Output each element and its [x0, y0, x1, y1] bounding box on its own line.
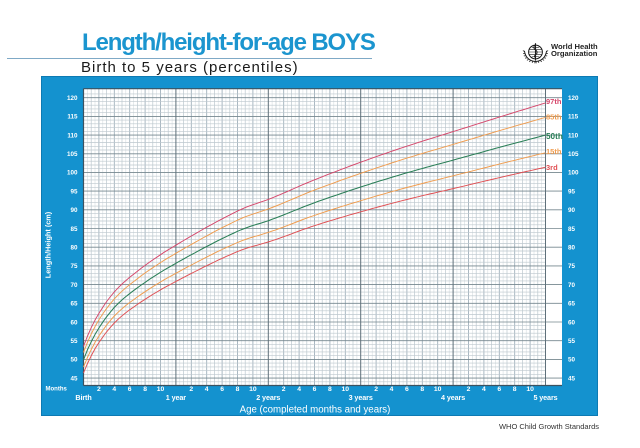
svg-text:70: 70	[568, 282, 576, 289]
svg-text:75: 75	[568, 263, 576, 270]
svg-text:8: 8	[328, 386, 332, 393]
svg-text:50: 50	[70, 357, 78, 364]
svg-text:3 years: 3 years	[349, 393, 373, 402]
svg-text:Length/Height (cm): Length/Height (cm)	[44, 211, 53, 278]
svg-text:10: 10	[342, 386, 350, 393]
svg-text:55: 55	[70, 338, 78, 345]
svg-text:90: 90	[568, 207, 576, 214]
svg-text:90: 90	[70, 207, 78, 214]
svg-text:6: 6	[405, 386, 409, 393]
svg-text:4: 4	[482, 386, 486, 393]
svg-text:120: 120	[568, 95, 579, 102]
svg-text:105: 105	[67, 151, 78, 158]
svg-text:4 years: 4 years	[441, 393, 465, 402]
svg-text:80: 80	[70, 245, 78, 252]
svg-text:8: 8	[420, 386, 424, 393]
svg-text:80: 80	[568, 245, 576, 252]
svg-text:60: 60	[568, 319, 576, 326]
svg-text:60: 60	[70, 319, 78, 326]
svg-text:115: 115	[568, 114, 579, 121]
svg-text:Birth: Birth	[75, 393, 91, 402]
svg-text:115: 115	[67, 114, 78, 121]
svg-text:120: 120	[67, 95, 78, 102]
svg-text:45: 45	[70, 375, 78, 382]
svg-text:95: 95	[70, 188, 78, 195]
svg-text:8: 8	[143, 386, 147, 393]
svg-text:110: 110	[67, 132, 78, 139]
svg-text:97th: 97th	[546, 97, 562, 106]
svg-text:10: 10	[157, 386, 165, 393]
svg-text:85th: 85th	[546, 113, 562, 122]
svg-text:5 years: 5 years	[533, 393, 557, 402]
svg-text:2: 2	[467, 386, 471, 393]
svg-text:65: 65	[568, 301, 576, 308]
svg-text:110: 110	[568, 132, 579, 139]
svg-text:2: 2	[282, 386, 286, 393]
svg-text:8: 8	[236, 386, 240, 393]
svg-text:6: 6	[220, 386, 224, 393]
svg-text:95: 95	[568, 188, 576, 195]
svg-text:8: 8	[513, 386, 517, 393]
svg-text:4: 4	[205, 386, 209, 393]
svg-text:2: 2	[189, 386, 193, 393]
svg-text:4: 4	[390, 386, 394, 393]
svg-text:2: 2	[374, 386, 378, 393]
svg-text:Months: Months	[46, 387, 68, 393]
svg-text:100: 100	[568, 170, 579, 177]
svg-text:55: 55	[568, 338, 576, 345]
svg-text:10: 10	[249, 386, 257, 393]
svg-text:15th: 15th	[546, 147, 562, 156]
svg-text:6: 6	[497, 386, 501, 393]
svg-text:65: 65	[70, 301, 78, 308]
svg-text:10: 10	[526, 386, 534, 393]
svg-text:50: 50	[568, 357, 576, 364]
svg-text:3rd: 3rd	[546, 163, 558, 172]
svg-text:6: 6	[313, 386, 317, 393]
svg-text:50th: 50th	[546, 132, 563, 141]
svg-text:85: 85	[568, 226, 576, 233]
svg-text:4: 4	[112, 386, 116, 393]
svg-text:4: 4	[297, 386, 301, 393]
svg-text:2 years: 2 years	[256, 393, 280, 402]
svg-text:45: 45	[568, 375, 576, 382]
svg-text:75: 75	[70, 263, 78, 270]
svg-text:2: 2	[97, 386, 101, 393]
svg-text:Age (completed months and year: Age (completed months and years)	[240, 405, 391, 416]
svg-text:70: 70	[70, 282, 78, 289]
svg-text:100: 100	[67, 170, 78, 177]
svg-text:1 year: 1 year	[166, 393, 186, 402]
svg-text:85: 85	[70, 226, 78, 233]
svg-text:10: 10	[434, 386, 442, 393]
svg-text:6: 6	[128, 386, 132, 393]
svg-text:105: 105	[568, 151, 579, 158]
